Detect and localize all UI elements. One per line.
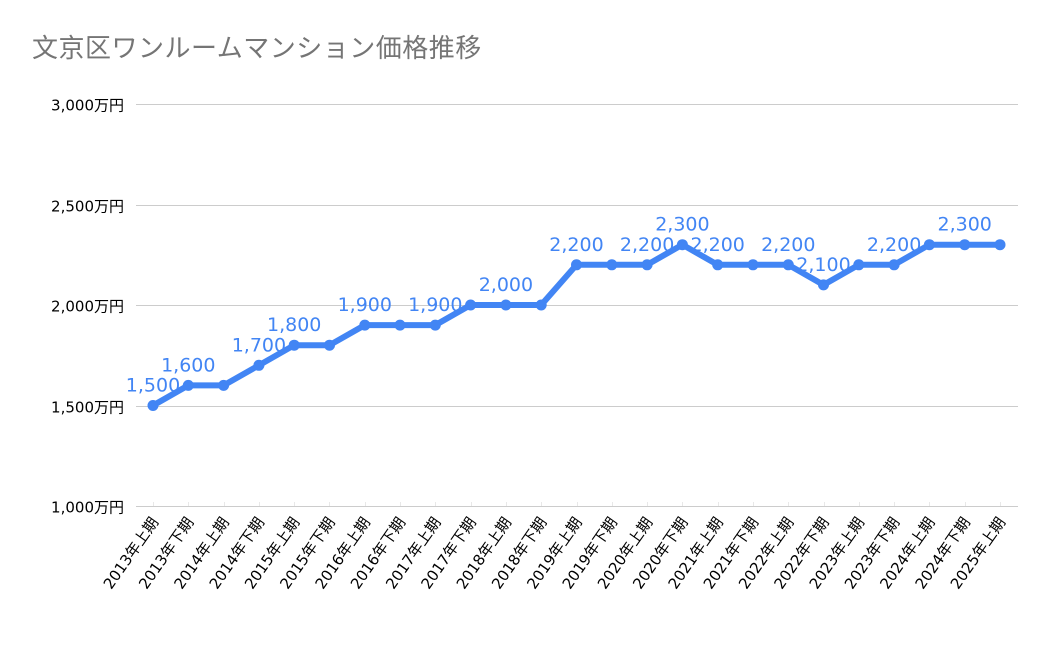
y-axis-labels: 3,000万円 2,500万円 2,000万円 1,500万円 1,000万円 <box>51 97 124 517</box>
data-label: 2,200 <box>620 234 674 256</box>
data-point <box>535 299 547 311</box>
data-label: 1,900 <box>408 294 462 316</box>
data-point <box>712 259 724 271</box>
data-point <box>253 359 265 371</box>
data-point <box>606 259 618 271</box>
data-point <box>641 259 653 271</box>
data-label: 2,100 <box>796 254 850 276</box>
data-point <box>994 239 1006 251</box>
data-point <box>818 279 829 291</box>
y-tick-label: 1,500万円 <box>51 399 124 417</box>
gridlines <box>136 104 1018 507</box>
data-point <box>394 319 406 331</box>
chart-title: 文京区ワンルームマンション価格推移 <box>32 34 482 64</box>
data-label: 1,700 <box>232 334 286 356</box>
data-point <box>747 259 759 271</box>
data-point <box>676 239 688 251</box>
y-tick-label: 2,500万円 <box>51 198 124 216</box>
data-label: 2,200 <box>867 234 921 256</box>
data-point <box>782 259 794 271</box>
data-label: 2,300 <box>655 214 709 236</box>
data-point <box>853 259 865 271</box>
data-label: 2,200 <box>549 234 603 256</box>
data-label: 2,200 <box>761 234 815 256</box>
y-tick-label: 1,000万円 <box>51 499 124 517</box>
data-point <box>288 339 300 351</box>
data-point <box>359 319 371 331</box>
data-point <box>324 339 335 351</box>
data-point <box>429 319 441 331</box>
data-point <box>465 299 477 311</box>
data-point <box>147 400 159 411</box>
data-point <box>571 259 582 271</box>
data-label: 2,300 <box>937 214 991 236</box>
y-tick-label: 3,000万円 <box>51 97 124 115</box>
data-point <box>923 239 935 251</box>
data-label: 1,900 <box>338 294 392 316</box>
data-point <box>500 299 512 311</box>
data-label: 2,000 <box>479 274 533 296</box>
data-label: 2,200 <box>690 234 744 256</box>
data-label: 1,800 <box>267 314 321 336</box>
data-series <box>147 239 1006 411</box>
data-label: 1,600 <box>161 354 215 376</box>
data-point <box>888 259 900 271</box>
y-tick-label: 2,000万円 <box>51 298 124 316</box>
data-point <box>218 379 230 391</box>
data-point <box>959 239 971 251</box>
data-point <box>182 379 194 391</box>
x-axis-labels: 2013年上期2013年下期2014年上期2014年下期2015年上期2015年… <box>100 514 1009 592</box>
data-label: 1,500 <box>126 375 180 397</box>
